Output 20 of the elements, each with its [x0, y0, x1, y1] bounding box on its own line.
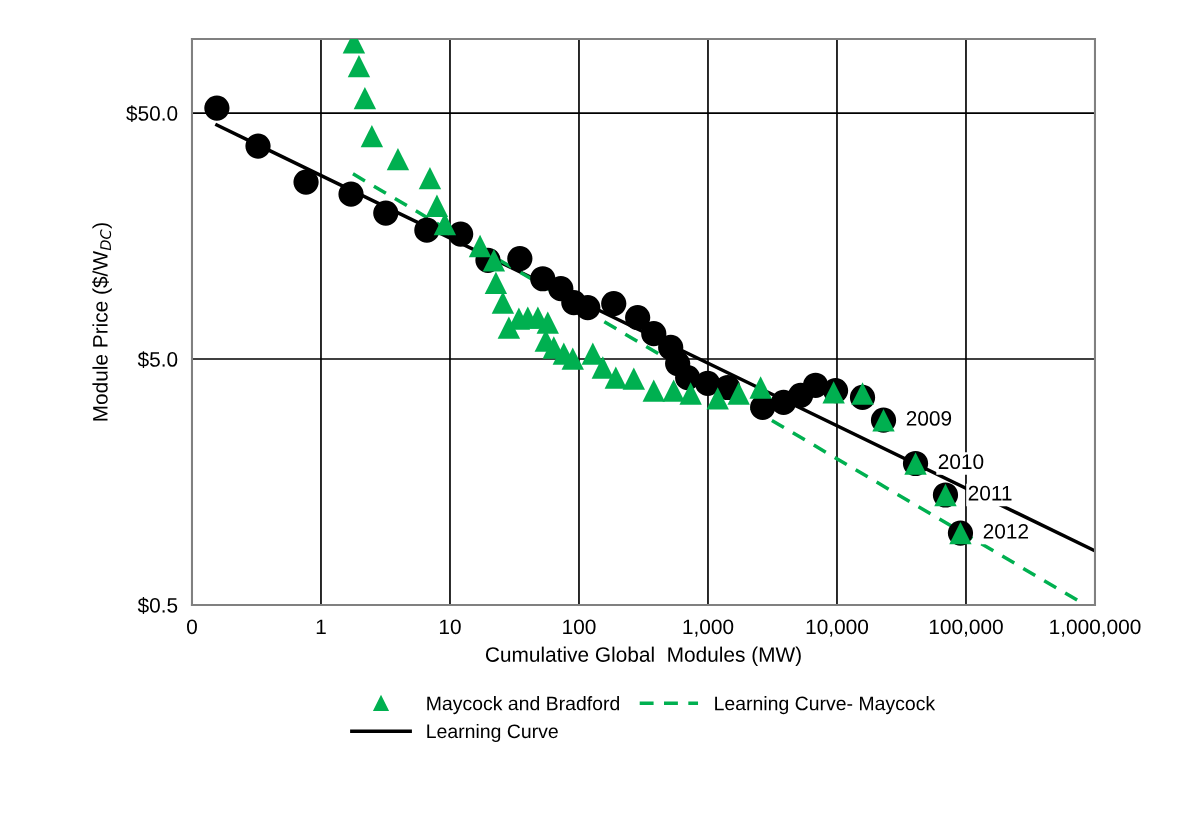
y-tick-label: $5.0: [137, 351, 178, 369]
y-axis-title: Module Price ($/W$_{DC}$): [92, 223, 112, 421]
y-tick-label: $50.0: [126, 105, 178, 123]
legend-label: Learning Curve- Maycock: [715, 696, 936, 715]
legend-label: Maycock and Bradford: [427, 696, 620, 715]
x-tick-label: 1,000: [683, 619, 734, 637]
annotation: 2009: [906, 411, 952, 426]
x-tick-label: 1: [316, 619, 326, 634]
x-tick-label: 1,000,000: [1050, 619, 1141, 637]
y-tick-label: $0.5: [137, 597, 178, 614]
x-axis-title: Cumulative Global Modules (MW): [485, 646, 801, 667]
x-tick-label: 100: [563, 619, 596, 635]
annotation: 2011: [968, 485, 1012, 501]
annotation: 2012: [983, 523, 1028, 539]
x-tick-label: 0: [187, 619, 197, 635]
annotation: 2010: [938, 454, 984, 470]
x-tick-label: 10,000: [806, 619, 869, 637]
x-tick-label: 100,000: [929, 619, 1003, 637]
legend-label: Learning Curve: [427, 723, 558, 743]
x-tick-label: 10: [439, 619, 461, 635]
